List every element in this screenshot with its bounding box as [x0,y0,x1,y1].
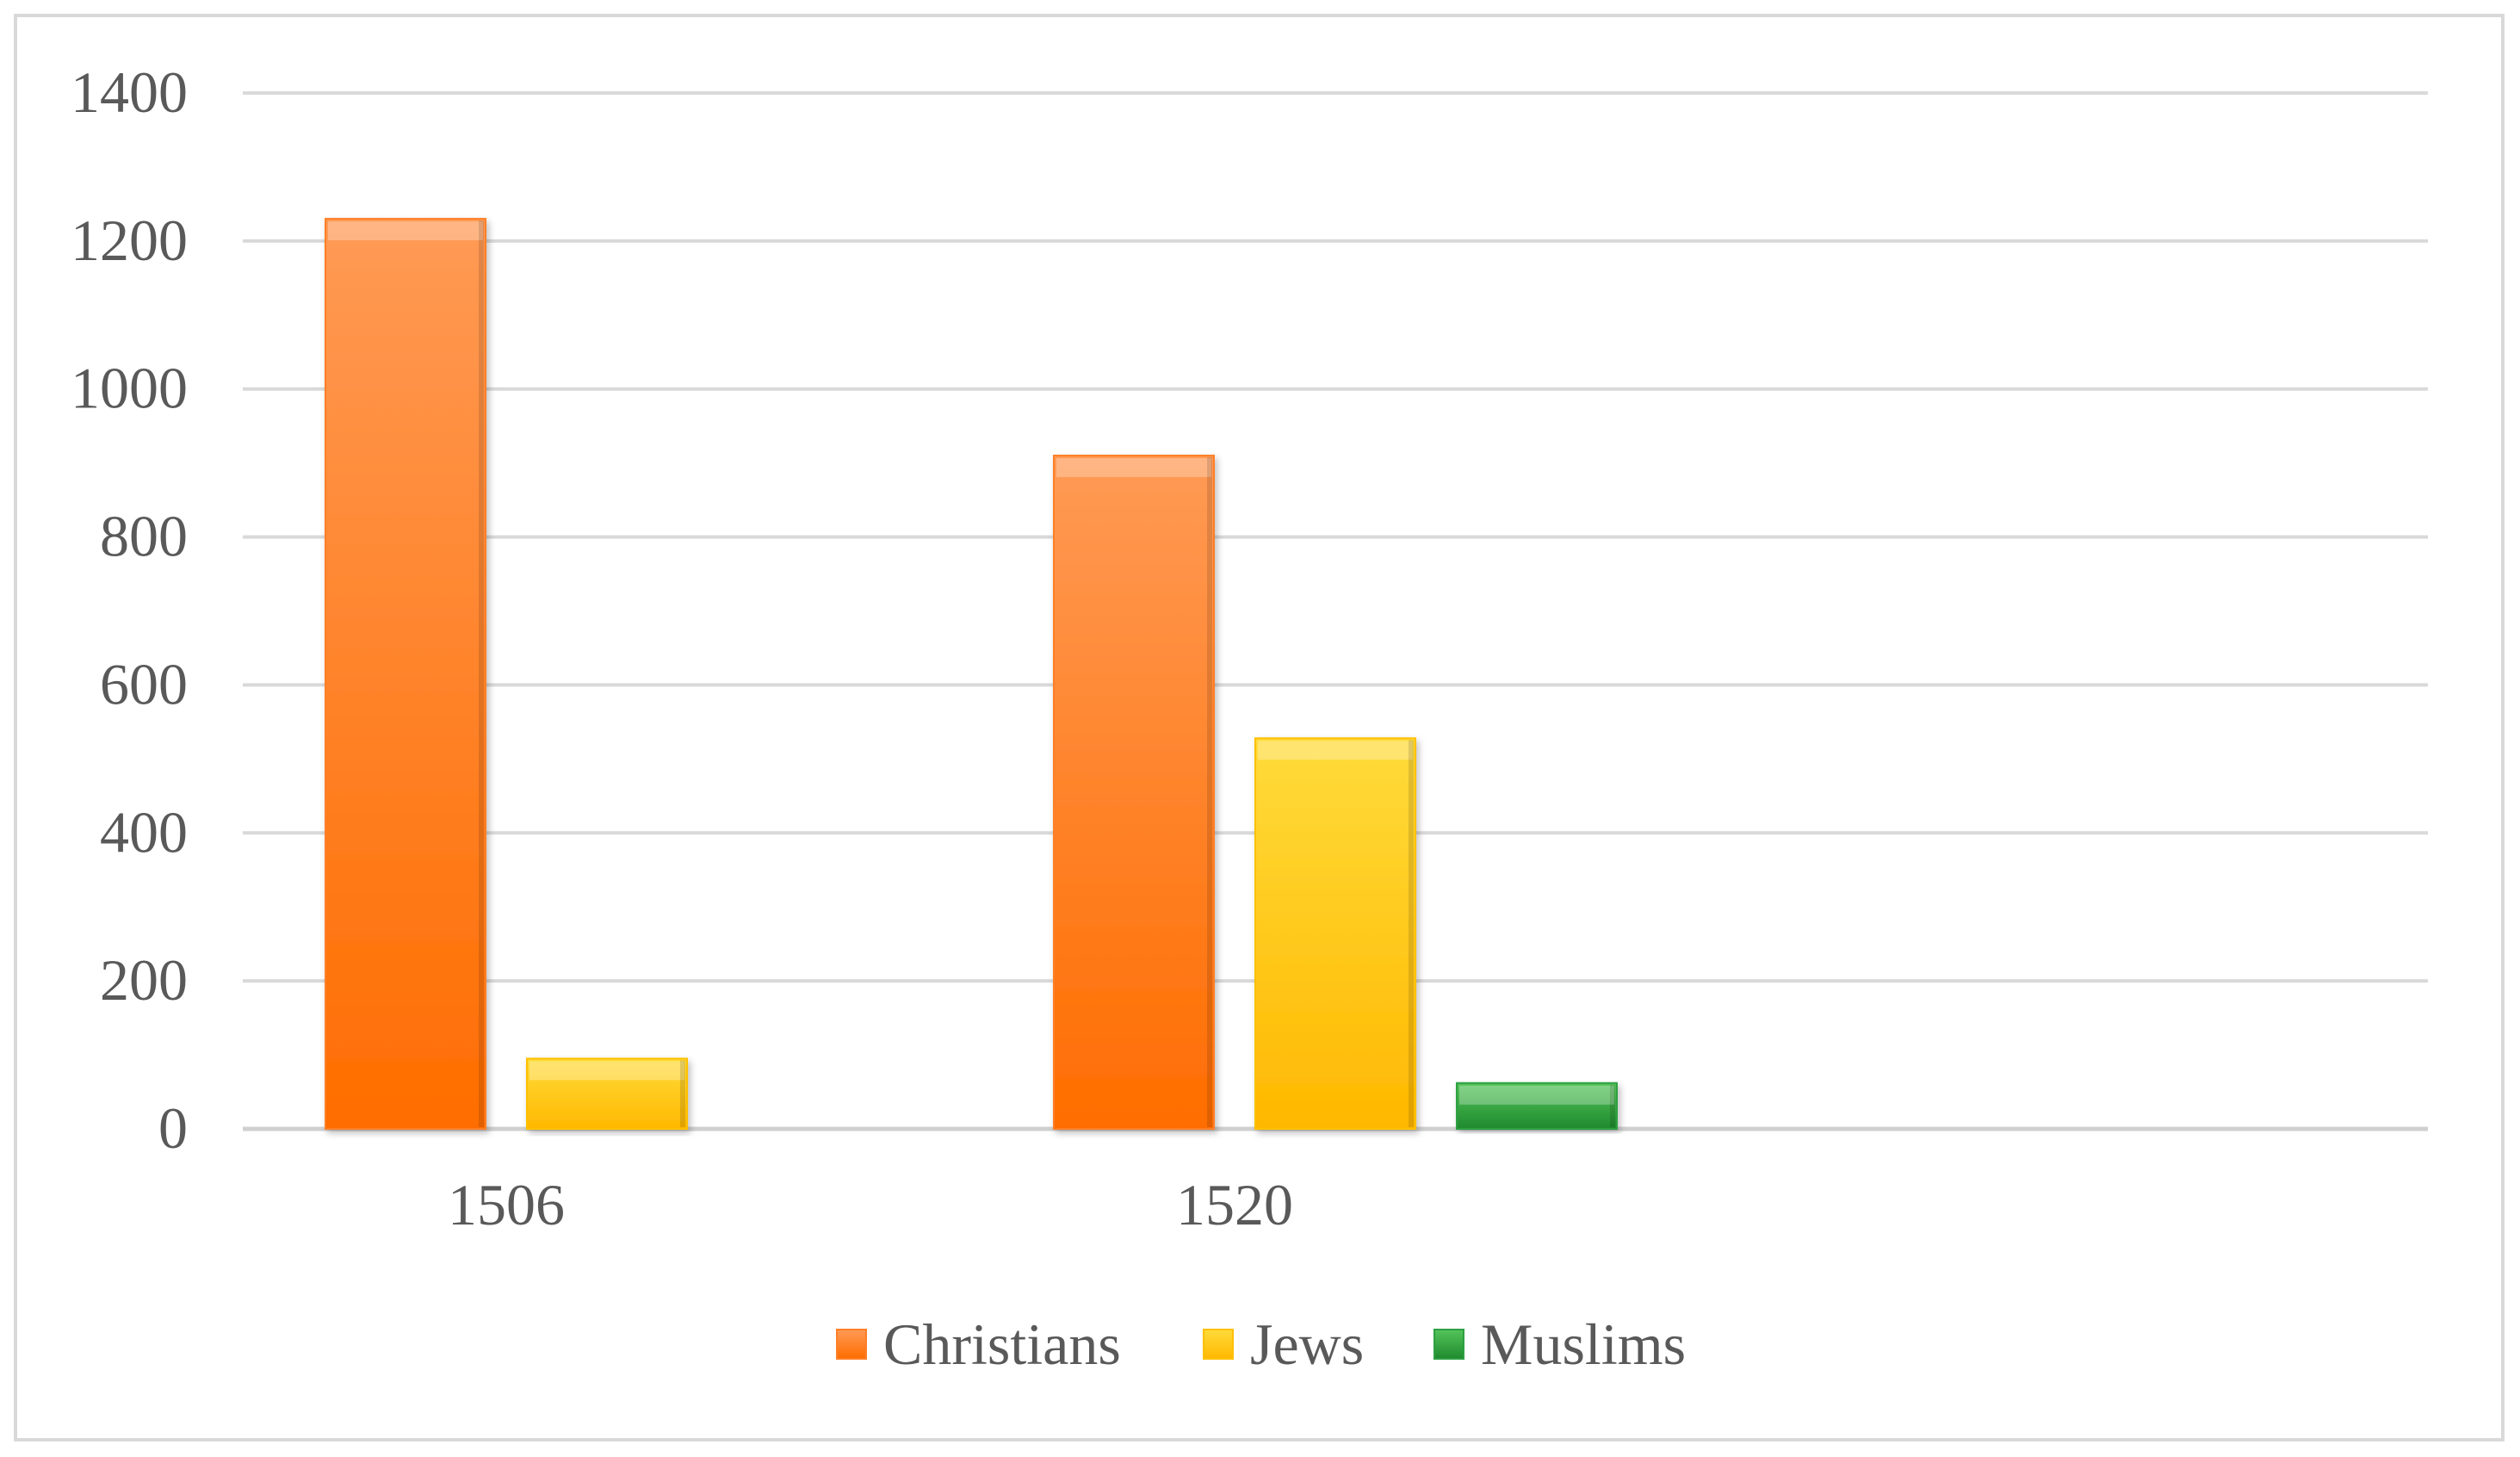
y-tick-label: 200 [100,947,188,1013]
legend: Christians Jews Muslims [836,1311,1686,1377]
legend-label: Jews [1250,1311,1364,1377]
bar [1456,1082,1618,1130]
bar [526,1057,688,1130]
y-tick-label: 0 [158,1095,188,1161]
legend-swatch [1203,1329,1234,1360]
bar-jews-1520 [1254,737,1416,1130]
legend-item-christians: Christians [836,1311,1121,1377]
legend-swatch [836,1329,867,1360]
y-tick-label: 800 [100,504,188,569]
x-category-label: 1520 [1176,1172,1293,1237]
legend-label: Muslims [1481,1311,1686,1377]
bar [1053,455,1215,1130]
bar-christians-1506 [325,218,486,1130]
bar-edge [1409,740,1414,1127]
y-tick-label: 1400 [71,59,188,125]
y-tick-label: 1000 [71,356,188,421]
y-tick-label: 400 [100,799,188,865]
bar-edge [479,220,484,1127]
bar-muslims-1520 [1456,1082,1618,1130]
bar-bevel [1258,741,1413,760]
legend-item-jews: Jews [1203,1311,1364,1377]
bar [1254,737,1416,1130]
legend-item-muslims: Muslims [1433,1311,1686,1377]
y-axis-ticks: 0 200 400 600 800 1000 1200 1400 [71,59,188,1161]
x-axis-categories: 1506 1520 [448,1172,1293,1237]
bar-edge [1207,457,1212,1127]
legend-swatch [1433,1329,1464,1360]
y-tick-label: 1200 [71,208,188,273]
bar-bevel [328,221,483,241]
legend-label: Christians [883,1311,1121,1377]
bar-jews-1506 [526,1057,688,1130]
bar-bevel [1056,458,1211,478]
bars [325,218,1618,1130]
bar-edge [1610,1084,1615,1127]
bar-bevel [1459,1085,1614,1105]
bar-christians-1520 [1053,455,1215,1130]
bar-bevel [529,1061,684,1081]
x-category-label: 1506 [448,1172,565,1237]
bar [325,218,486,1130]
y-tick-label: 600 [100,651,188,716]
bar-edge [680,1060,685,1127]
